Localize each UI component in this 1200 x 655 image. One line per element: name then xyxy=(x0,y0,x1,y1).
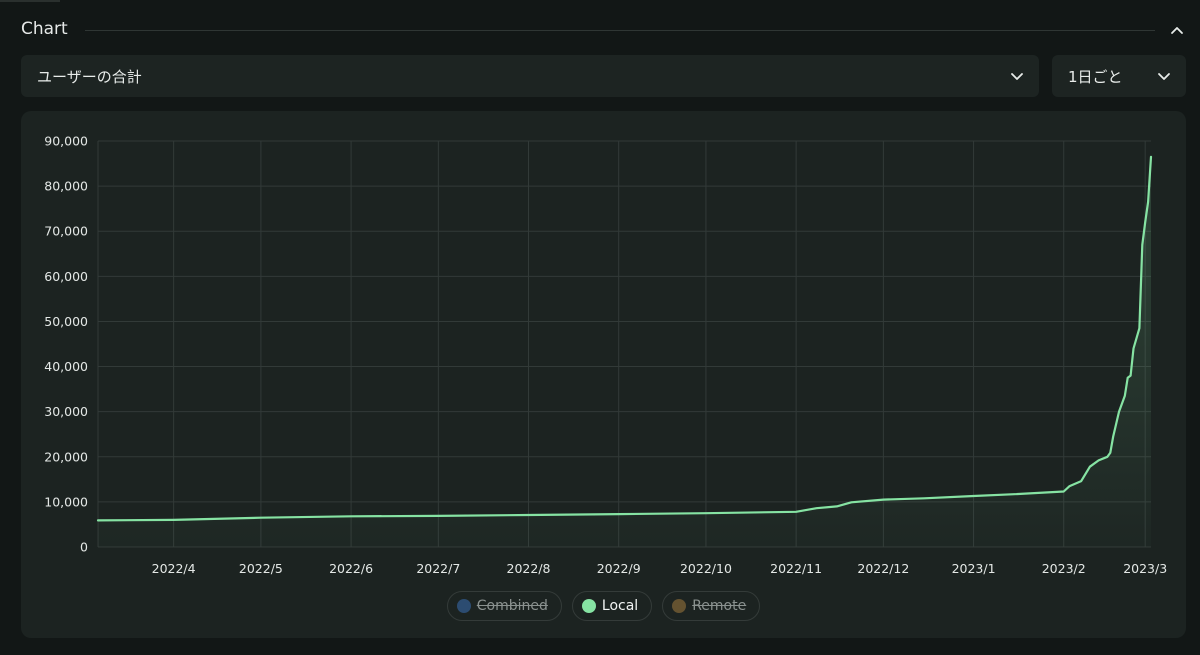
chart-section-header: Chart xyxy=(21,18,1191,44)
metric-select-value: ユーザーの合計 xyxy=(37,68,142,86)
line-chart[interactable]: 0 10,000 20,000 30,000 40,000 50,000 60,000 70,… xyxy=(21,111,1186,591)
series-line-local xyxy=(96,155,1153,522)
legend-item-local[interactable]: Local xyxy=(571,591,653,621)
y-tick-label: 90,000 xyxy=(44,134,88,149)
y-tick-label: 20,000 xyxy=(44,449,88,464)
local-swatch xyxy=(581,599,596,613)
metric-select[interactable]: ユーザーの合計 xyxy=(21,55,1039,97)
span-select-value: 1日ごと xyxy=(1068,68,1123,86)
x-tick-label: 2022/4 xyxy=(152,561,196,576)
y-tick-label: 30,000 xyxy=(44,404,88,419)
x-tick-label: 2023/3 xyxy=(1123,561,1167,576)
x-tick-label: 2022/9 xyxy=(597,561,641,576)
section-title: Chart xyxy=(21,19,68,39)
legend-label-remote: Remote xyxy=(692,598,747,614)
legend-item-remote[interactable]: Remote xyxy=(662,591,761,621)
y-tick-label: 0 xyxy=(80,540,88,555)
y-tick-label: 80,000 xyxy=(44,179,88,194)
section-divider xyxy=(85,30,1155,31)
x-tick-label: 2022/6 xyxy=(329,561,373,576)
chevron-up-icon xyxy=(1171,27,1183,34)
x-tick-label: 2023/1 xyxy=(952,561,996,576)
y-tick-label: 60,000 xyxy=(44,269,88,284)
y-tick-label: 50,000 xyxy=(44,314,88,329)
series-area-local xyxy=(98,156,1151,548)
y-tick-label: 70,000 xyxy=(44,224,88,239)
chevron-down-icon xyxy=(1158,73,1170,80)
legend-label-local: Local xyxy=(601,598,639,614)
x-tick-label: 2023/2 xyxy=(1042,561,1086,576)
chevron-down-icon xyxy=(1011,73,1023,80)
x-tick-label: 2022/8 xyxy=(507,561,551,576)
remote-swatch xyxy=(672,599,687,613)
y-tick-label: 10,000 xyxy=(44,494,88,509)
y-tick-label: 40,000 xyxy=(44,359,88,374)
legend-item-combined[interactable]: Combined xyxy=(446,591,562,621)
collapse-button[interactable] xyxy=(1163,18,1191,44)
x-tick-label: 2022/11 xyxy=(770,561,822,576)
chart-legend: Combined Local Remote xyxy=(21,591,1186,621)
span-select[interactable]: 1日ごと xyxy=(1052,55,1186,97)
combined-swatch xyxy=(456,599,471,613)
chart-card: 0 10,000 20,000 30,000 40,000 50,000 60,000 70,… xyxy=(21,111,1186,638)
x-tick-label: 2022/7 xyxy=(416,561,460,576)
top-divider xyxy=(0,0,60,2)
x-tick-label: 2022/12 xyxy=(857,561,909,576)
x-tick-label: 2022/10 xyxy=(680,561,732,576)
legend-label-combined: Combined xyxy=(476,598,548,614)
x-tick-label: 2022/5 xyxy=(239,561,283,576)
